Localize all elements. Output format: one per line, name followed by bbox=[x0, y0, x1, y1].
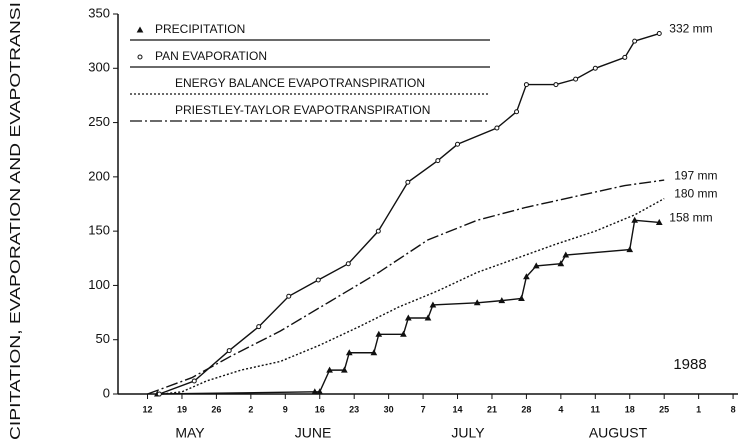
point bbox=[345, 349, 353, 356]
point bbox=[592, 65, 598, 71]
point bbox=[156, 391, 162, 397]
legend-label: ENERGY BALANCE EVAPOTRANSPIRATION bbox=[175, 76, 425, 90]
end-label: 180 mm bbox=[674, 187, 717, 201]
point bbox=[137, 54, 143, 60]
end-label: 197 mm bbox=[674, 168, 717, 182]
point bbox=[626, 246, 634, 253]
y-tick-label: 0 bbox=[103, 385, 110, 400]
point bbox=[557, 260, 565, 267]
x-tick-label: 1 bbox=[696, 404, 701, 414]
point bbox=[136, 26, 144, 33]
point bbox=[226, 348, 232, 354]
x-tick-label: 7 bbox=[421, 404, 426, 414]
month-label: JUNE bbox=[295, 425, 332, 441]
point bbox=[435, 158, 441, 164]
point bbox=[656, 31, 662, 37]
point bbox=[655, 218, 663, 225]
point bbox=[494, 125, 500, 131]
x-tick-label: 12 bbox=[143, 404, 153, 414]
series-line bbox=[162, 197, 665, 395]
point bbox=[514, 109, 520, 115]
year-annotation: 1988 bbox=[673, 356, 706, 373]
point bbox=[573, 76, 579, 82]
point bbox=[455, 141, 461, 147]
point bbox=[375, 330, 383, 337]
x-tick-label: 23 bbox=[349, 404, 359, 414]
point bbox=[405, 179, 411, 185]
point bbox=[523, 273, 530, 280]
x-tick-label: 2 bbox=[248, 404, 253, 414]
point bbox=[631, 216, 639, 223]
point bbox=[473, 299, 481, 306]
x-tick-label: 9 bbox=[283, 404, 288, 414]
x-tick-label: 19 bbox=[177, 404, 187, 414]
y-tick-label: 100 bbox=[88, 277, 110, 292]
series-line bbox=[147, 179, 665, 395]
x-tick-label: 14 bbox=[453, 404, 463, 414]
point bbox=[316, 388, 324, 395]
y-tick-label: 350 bbox=[88, 5, 110, 20]
point bbox=[375, 228, 381, 234]
series-line bbox=[157, 219, 660, 395]
point bbox=[315, 277, 321, 283]
x-tick-label: 21 bbox=[487, 404, 497, 414]
point bbox=[256, 324, 262, 330]
point bbox=[518, 294, 525, 301]
point bbox=[429, 301, 437, 308]
point bbox=[345, 261, 351, 267]
month-label: JULY bbox=[451, 425, 485, 441]
x-tick-label: 8 bbox=[731, 404, 736, 414]
legend-label: PRIESTLEY-TAYLOR EVAPOTRANSPIRATION bbox=[175, 103, 430, 117]
y-tick-label: 300 bbox=[88, 60, 110, 75]
point bbox=[400, 330, 407, 337]
point bbox=[523, 82, 529, 88]
point bbox=[191, 378, 197, 384]
x-tick-label: 28 bbox=[521, 404, 531, 414]
point bbox=[553, 82, 559, 88]
point bbox=[424, 314, 432, 321]
point bbox=[340, 366, 348, 373]
point bbox=[622, 54, 628, 60]
point bbox=[532, 262, 540, 269]
x-tick-label: 16 bbox=[315, 404, 325, 414]
month-label: AUGUST bbox=[589, 425, 648, 441]
x-tick-label: 30 bbox=[384, 404, 394, 414]
x-tick-label: 26 bbox=[211, 404, 221, 414]
end-label: 332 mm bbox=[669, 22, 712, 36]
point bbox=[404, 314, 412, 321]
point bbox=[311, 388, 319, 395]
y-tick-label: 50 bbox=[96, 331, 110, 346]
point bbox=[562, 251, 570, 258]
x-tick-label: 25 bbox=[659, 404, 669, 414]
point bbox=[498, 297, 506, 304]
x-tick-label: 18 bbox=[625, 404, 635, 414]
end-label: 158 mm bbox=[669, 211, 712, 225]
y-axis-label: CIPITATION, EVAPORATION AND EVAPOTRANSI bbox=[7, 2, 24, 440]
x-tick-label: 4 bbox=[558, 404, 563, 414]
legend-label: PAN EVAPORATION bbox=[155, 49, 267, 63]
y-tick-label: 250 bbox=[88, 114, 110, 129]
y-tick-label: 200 bbox=[88, 168, 110, 183]
point bbox=[326, 366, 333, 373]
month-label: MAY bbox=[175, 425, 205, 441]
x-tick-label: 11 bbox=[591, 404, 601, 414]
y-tick-label: 150 bbox=[88, 223, 110, 238]
point bbox=[632, 38, 638, 44]
legend-label: PRECIPITATION bbox=[155, 22, 245, 36]
series-line bbox=[159, 32, 660, 395]
point bbox=[286, 293, 292, 299]
point bbox=[370, 349, 378, 356]
